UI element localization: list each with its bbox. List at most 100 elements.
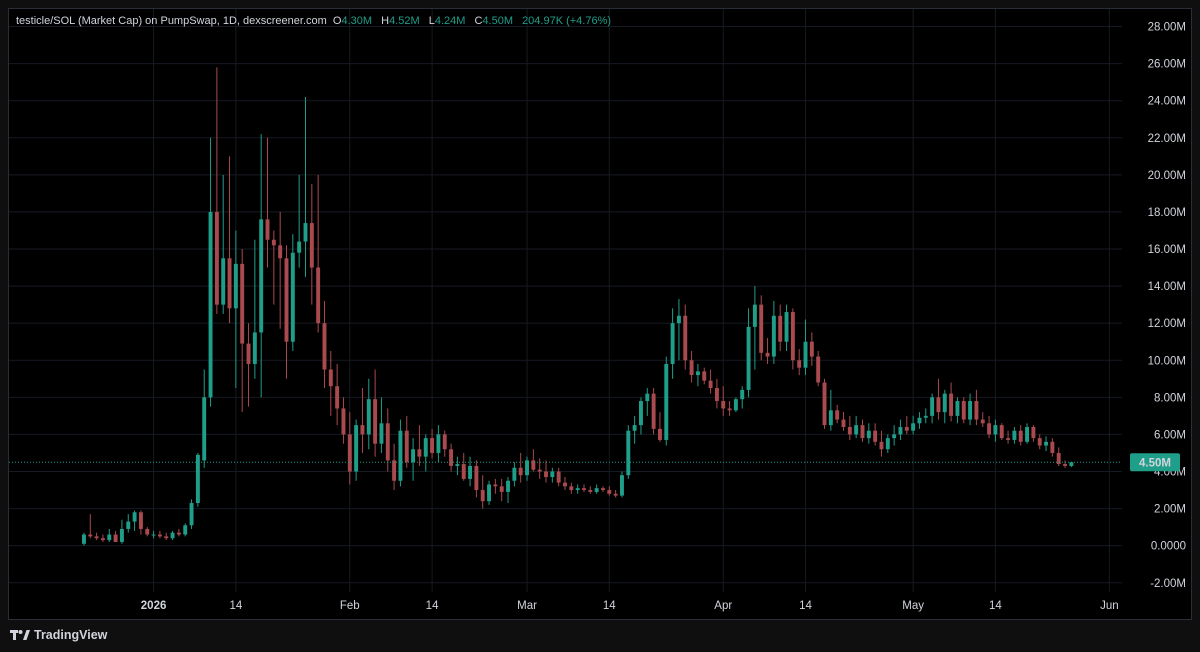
candle-body <box>151 534 156 536</box>
candle-body <box>588 490 593 492</box>
candle-body <box>670 323 675 364</box>
candle-body <box>423 438 428 457</box>
candle-body <box>771 315 776 357</box>
candle-body <box>594 488 599 492</box>
ohlc-value: 4.52M <box>389 15 420 27</box>
candle-body <box>752 304 757 327</box>
candle-body <box>1069 462 1074 466</box>
candle-body <box>164 536 169 539</box>
candle-body <box>860 425 865 439</box>
candle-body <box>632 425 637 431</box>
candle-body <box>778 315 783 342</box>
candle-body <box>468 465 473 479</box>
candle-body <box>404 430 409 463</box>
candle-body <box>176 532 181 535</box>
candle-body <box>613 493 618 496</box>
candle-body <box>417 449 422 457</box>
candle-body <box>784 312 789 342</box>
ohlc-key: C <box>474 15 483 27</box>
ohlc-key: O <box>332 15 342 27</box>
candle-body <box>189 503 194 526</box>
candle-body <box>980 419 985 424</box>
ohlc-value: 4.30M <box>341 15 373 27</box>
candle-body <box>879 441 884 450</box>
candle-body <box>284 258 289 342</box>
y-tick-label: 20.00M <box>1148 170 1186 182</box>
candle-body <box>271 239 276 246</box>
candle-body <box>955 401 960 416</box>
candle-body <box>892 434 897 439</box>
last-price-box <box>1130 453 1180 472</box>
candle-body <box>911 423 916 431</box>
candle-body <box>638 401 643 426</box>
candle-body <box>733 399 738 411</box>
candle-body <box>841 419 846 427</box>
candle-body <box>601 488 605 491</box>
candle-body <box>1025 426 1030 442</box>
candle-body <box>157 534 162 537</box>
candle-body <box>265 219 270 240</box>
candle-body <box>461 464 466 479</box>
candle-body <box>202 397 207 461</box>
y-tick-label: -2.00M <box>1150 578 1186 590</box>
candle-body <box>252 332 257 364</box>
candle-body <box>290 252 295 342</box>
y-tick-label: 18.00M <box>1148 207 1186 219</box>
candle-body <box>651 393 656 429</box>
candle-body <box>797 360 802 368</box>
candle-body <box>398 430 403 481</box>
candle-body <box>1044 441 1049 446</box>
candle-body <box>676 315 681 324</box>
candle-body <box>392 460 397 481</box>
x-tick-label: 2026 <box>141 600 167 612</box>
candle-body <box>411 449 416 463</box>
candle-body <box>974 401 979 420</box>
candle-body <box>246 343 251 364</box>
candle-body <box>341 408 346 435</box>
candle-body <box>569 486 574 491</box>
candle-body <box>949 393 954 416</box>
candle-body <box>961 401 966 420</box>
ohlc-key: H <box>381 15 390 27</box>
candle-body <box>227 258 232 309</box>
candle-body <box>518 467 523 476</box>
candle-body <box>816 356 821 383</box>
candle-body <box>1056 452 1061 465</box>
candle-body <box>664 363 669 440</box>
candle-body <box>493 484 498 487</box>
y-tick-label: 14.00M <box>1148 281 1186 293</box>
candle-body <box>183 525 188 535</box>
brand-logo <box>10 630 30 640</box>
candle-body <box>759 304 764 353</box>
candle-body <box>113 534 118 542</box>
candle-body <box>240 263 245 344</box>
candle-body <box>107 534 112 541</box>
candle-body <box>506 480 510 492</box>
candle-body <box>360 425 365 435</box>
candle-body <box>531 460 536 470</box>
price-change: 204.97K (+4.76%) <box>522 15 612 27</box>
candle-body <box>1006 438 1011 440</box>
candle-body <box>88 534 93 537</box>
candle-body <box>917 417 922 424</box>
candle-body <box>303 223 308 242</box>
candle-body <box>657 428 662 440</box>
candle-body <box>904 426 909 431</box>
candle-body <box>809 341 814 357</box>
candle-body <box>923 415 928 418</box>
candle-body <box>563 482 567 487</box>
brand[interactable]: TradingView <box>10 628 107 642</box>
last-price-label: 4.50M <box>1139 457 1171 469</box>
x-tick-label: Apr <box>714 600 732 612</box>
candle-body <box>195 454 200 504</box>
candle-body <box>683 315 688 361</box>
y-tick-label: 24.00M <box>1148 96 1186 108</box>
candle-body <box>537 469 542 472</box>
candle-body <box>721 401 726 409</box>
candle-body <box>885 438 890 450</box>
candle-body <box>765 352 770 357</box>
chart-frame <box>8 8 1192 620</box>
candle-body <box>119 528 124 542</box>
candle-body <box>259 219 264 333</box>
candle-body <box>138 512 143 529</box>
